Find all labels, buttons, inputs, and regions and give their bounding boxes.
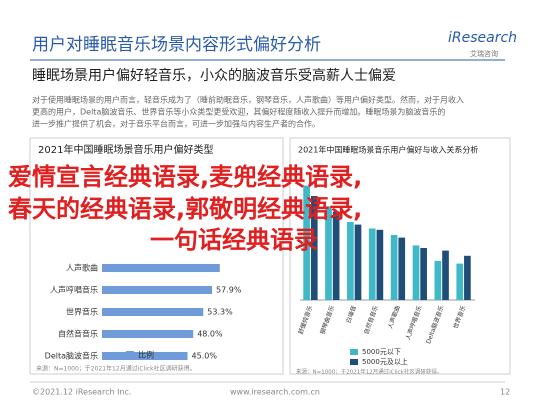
value-label: 45.0%: [192, 352, 218, 361]
page-title: 用户对睡眠音乐场景内容形式偏好分析: [32, 35, 321, 55]
legend-swatch: [350, 359, 358, 365]
overlay-text: 爱情宣言经典语录,麦兜经典语录,: [8, 163, 362, 191]
chart-frame: [29, 137, 284, 375]
footer-left: ©2021.12 iResearch Inc.: [32, 388, 131, 397]
bar: [347, 222, 354, 300]
chart-title: 2021年中国睡眠场景音乐用户偏好类型: [38, 143, 213, 156]
y-tick-label: 人声歌曲: [66, 263, 98, 273]
y-tick-label: Delta脑波音乐: [45, 351, 98, 361]
bar: [102, 308, 204, 316]
value-label: 57.9%: [216, 286, 242, 295]
overlay-text: 春天的经典语录,郭敬明经典语录,: [8, 195, 362, 223]
legend-label: 5000元以下: [362, 348, 401, 356]
subtitle: 睡眠场景用户偏好轻音乐，小众的脑波音乐受高薪人士偏爱: [32, 67, 396, 84]
bar: [398, 237, 406, 300]
bar: [102, 286, 213, 294]
y-tick-label: 世界音乐: [66, 307, 98, 317]
bar: [456, 263, 464, 300]
chart-note: 来源：N=1000；于2021年12月通过iClick社区调研获得。: [36, 365, 196, 373]
bar: [390, 235, 398, 300]
bar: [310, 196, 318, 300]
bar: [102, 330, 194, 338]
bar: [442, 250, 449, 300]
bar: [420, 248, 427, 300]
bar: [434, 261, 442, 300]
bar: [368, 228, 376, 300]
bar: [303, 185, 310, 300]
legend-swatch: [126, 351, 134, 359]
bar: [354, 224, 362, 300]
bar: [464, 255, 471, 300]
chart-frame: [289, 137, 511, 375]
logo: iResearch: [448, 30, 517, 46]
bar: [102, 352, 188, 360]
legend-swatch: [350, 349, 358, 355]
page-number: 12: [500, 388, 510, 397]
chart-title: 2021年中国睡眠场景音乐用户偏好与收入关系分析: [298, 145, 478, 155]
bar: [102, 264, 220, 272]
footer-center: www.iresearch.com.cn: [230, 388, 320, 397]
bar: [412, 245, 420, 300]
legend-label: 比例: [138, 350, 154, 360]
value-label: 53.3%: [207, 308, 233, 317]
logo-sub: 艾瑞咨询: [470, 49, 498, 58]
overlay-text: 一句话经典语录: [150, 226, 318, 254]
bar: [325, 206, 332, 300]
paragraph-line: 对于使用睡眠场景的用户而言，轻音乐成为了（睡前助眠音乐，钢琴音乐，人声歌曲）等用…: [32, 95, 464, 105]
paragraph-line: 更高的用户，Delta脑波音乐、世界音乐等小众类型更受欢迎，其偏好程度随收入提升…: [32, 107, 445, 117]
bar: [376, 229, 384, 300]
y-tick-label: 自然音音乐: [58, 329, 98, 339]
value-label: 48.0%: [197, 330, 223, 339]
paragraph-line: 进一步推广提供了机会，对于音乐平台而言，可进一步加强与内容生产者的合作。: [32, 119, 320, 129]
chart-note: 来源：N=1000；于2021年12月通过iClick社区调研获得。: [296, 368, 442, 376]
y-tick-label: 人声哼唱音乐: [50, 285, 98, 295]
legend-label: 5000元及以上: [362, 357, 408, 366]
bar: [332, 211, 340, 300]
